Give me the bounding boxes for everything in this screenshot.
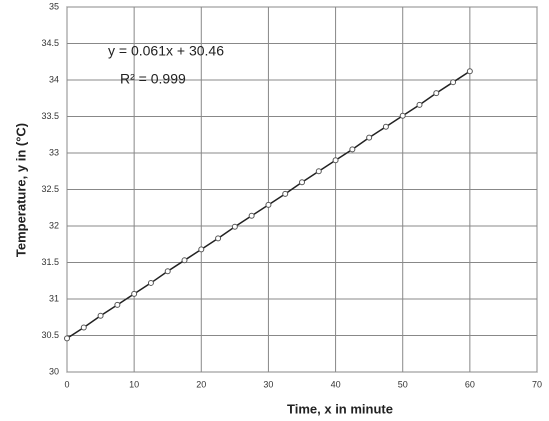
data-point	[382, 123, 389, 130]
y-tick-label: 32	[49, 220, 59, 230]
data-point	[248, 212, 255, 219]
data-point	[315, 168, 322, 175]
x-tick-label: 0	[64, 379, 69, 389]
data-point	[215, 235, 222, 242]
data-point	[131, 290, 138, 297]
data-point	[299, 179, 305, 186]
marks	[64, 68, 473, 342]
data-point	[399, 112, 406, 119]
data-point	[265, 201, 272, 208]
y-tick-label: 34	[49, 74, 59, 84]
data-point	[198, 246, 205, 253]
x-tick-label: 70	[532, 379, 542, 389]
data-point	[282, 190, 289, 197]
x-axis-title: Time, x in minute	[287, 401, 393, 416]
y-tick-label: 33.5	[41, 111, 59, 121]
data-point	[450, 79, 457, 86]
y-tick-label: 33	[49, 147, 59, 157]
y-tick-label: 30	[49, 366, 59, 376]
y-tick-label: 35	[49, 1, 59, 11]
x-tick-label: 60	[465, 379, 475, 389]
data-point	[80, 324, 87, 331]
data-point	[114, 301, 121, 308]
data-point	[64, 335, 70, 342]
x-tick-label: 20	[196, 379, 206, 389]
r-squared: R² = 0.999	[120, 71, 186, 87]
data-point	[231, 223, 238, 230]
data-point	[466, 68, 473, 75]
y-axis-title: Temperature, y in (°C)	[13, 123, 28, 257]
data-point	[433, 90, 440, 97]
x-tick-label: 10	[129, 379, 139, 389]
data-point	[366, 134, 373, 141]
equation: y = 0.061x + 30.46	[108, 43, 224, 59]
data-point	[416, 101, 423, 108]
x-tick-label: 50	[398, 379, 408, 389]
y-tick-label: 30.5	[41, 330, 59, 340]
data-point	[181, 257, 188, 264]
y-tick-label: 34.5	[41, 38, 59, 48]
data-point	[164, 268, 171, 275]
data-point	[147, 279, 154, 286]
y-tick-label: 31.5	[41, 257, 59, 267]
data-point	[349, 146, 356, 153]
data-point	[332, 157, 339, 164]
y-tick-label: 31	[49, 293, 59, 303]
y-tick-label: 32.5	[41, 184, 59, 194]
x-tick-label: 30	[263, 379, 273, 389]
data-point	[97, 312, 104, 319]
grid: 30 30.5 31 31.5 32 32.5 33 33.5 34 34.5 35 0 10 20 30 4…	[41, 1, 542, 389]
x-tick-label: 40	[331, 379, 341, 389]
